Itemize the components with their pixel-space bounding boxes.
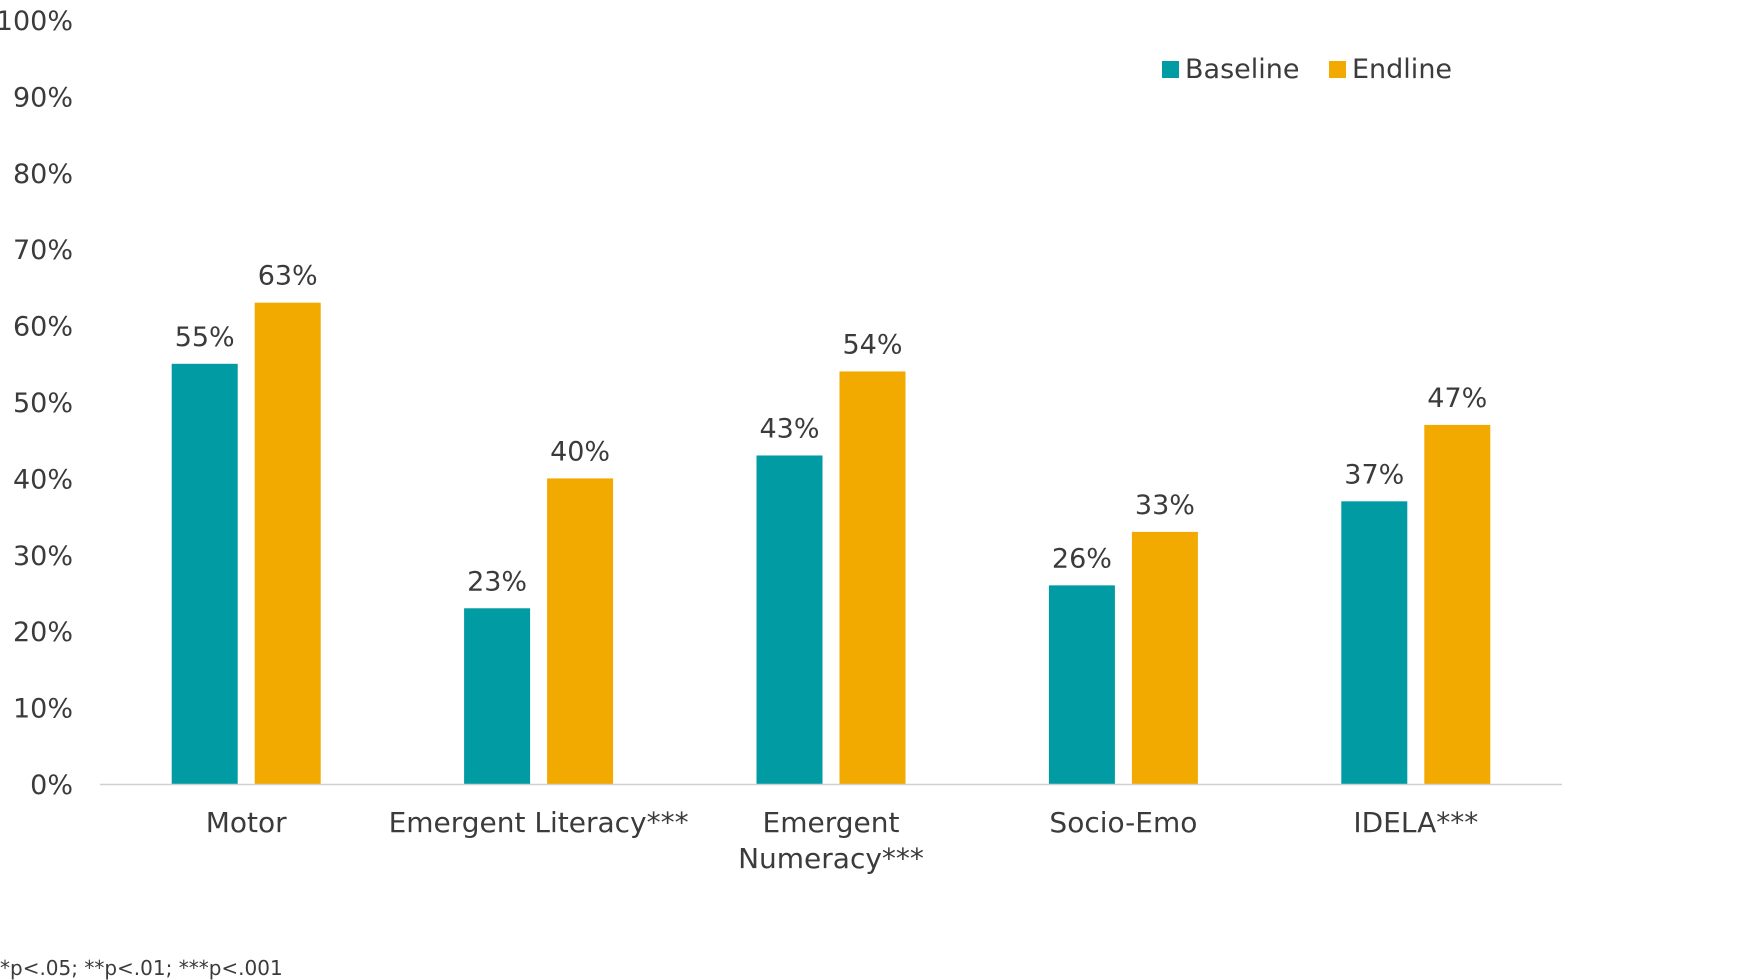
data-label: 55% — [175, 322, 235, 353]
bar-baseline — [1341, 501, 1408, 784]
significance-footnote: *p<.05; **p<.01; ***p<.001 — [0, 956, 283, 980]
data-label: 26% — [1052, 543, 1112, 574]
y-tick-label: 90% — [13, 82, 73, 113]
bar-endline — [1424, 424, 1491, 784]
data-label: 47% — [1427, 383, 1487, 414]
legend-label-baseline: Baseline — [1185, 54, 1299, 85]
data-label: 54% — [842, 329, 902, 360]
legend-swatch-endline — [1329, 61, 1346, 78]
x-tick-label: IDELA*** — [1353, 806, 1478, 839]
data-label: 37% — [1344, 459, 1404, 490]
bar-endline — [547, 478, 614, 784]
data-label: 23% — [467, 566, 527, 597]
y-tick-label: 80% — [13, 159, 73, 190]
bar-endline — [254, 302, 321, 784]
y-tick-label: 20% — [13, 617, 73, 648]
y-tick-label: 0% — [30, 770, 73, 801]
data-label: 63% — [258, 261, 318, 292]
x-tick-label: Numeracy*** — [738, 842, 924, 875]
x-tick-label: Motor — [206, 806, 287, 839]
x-tick-label: Emergent Literacy*** — [389, 806, 689, 839]
y-tick-label: 70% — [13, 235, 73, 266]
bar-baseline — [756, 455, 823, 784]
legend-label-endline: Endline — [1352, 54, 1452, 85]
data-label: 43% — [759, 413, 819, 444]
legend-swatch-baseline — [1162, 61, 1179, 78]
y-tick-label: 40% — [13, 464, 73, 495]
data-label: 40% — [550, 436, 610, 467]
bar-endline — [839, 371, 906, 784]
x-tick-label: Emergent — [763, 806, 900, 839]
y-tick-label: 50% — [13, 388, 73, 419]
y-tick-label: 30% — [13, 541, 73, 572]
y-tick-label: 100% — [0, 6, 73, 37]
bar-endline — [1131, 531, 1198, 784]
y-tick-label: 60% — [13, 312, 73, 343]
bar-baseline — [171, 363, 238, 784]
bar-baseline — [464, 608, 531, 784]
bar-baseline — [1048, 585, 1115, 784]
data-label: 33% — [1135, 490, 1195, 521]
x-tick-label: Socio-Emo — [1049, 806, 1197, 839]
y-tick-label: 10% — [13, 694, 73, 725]
